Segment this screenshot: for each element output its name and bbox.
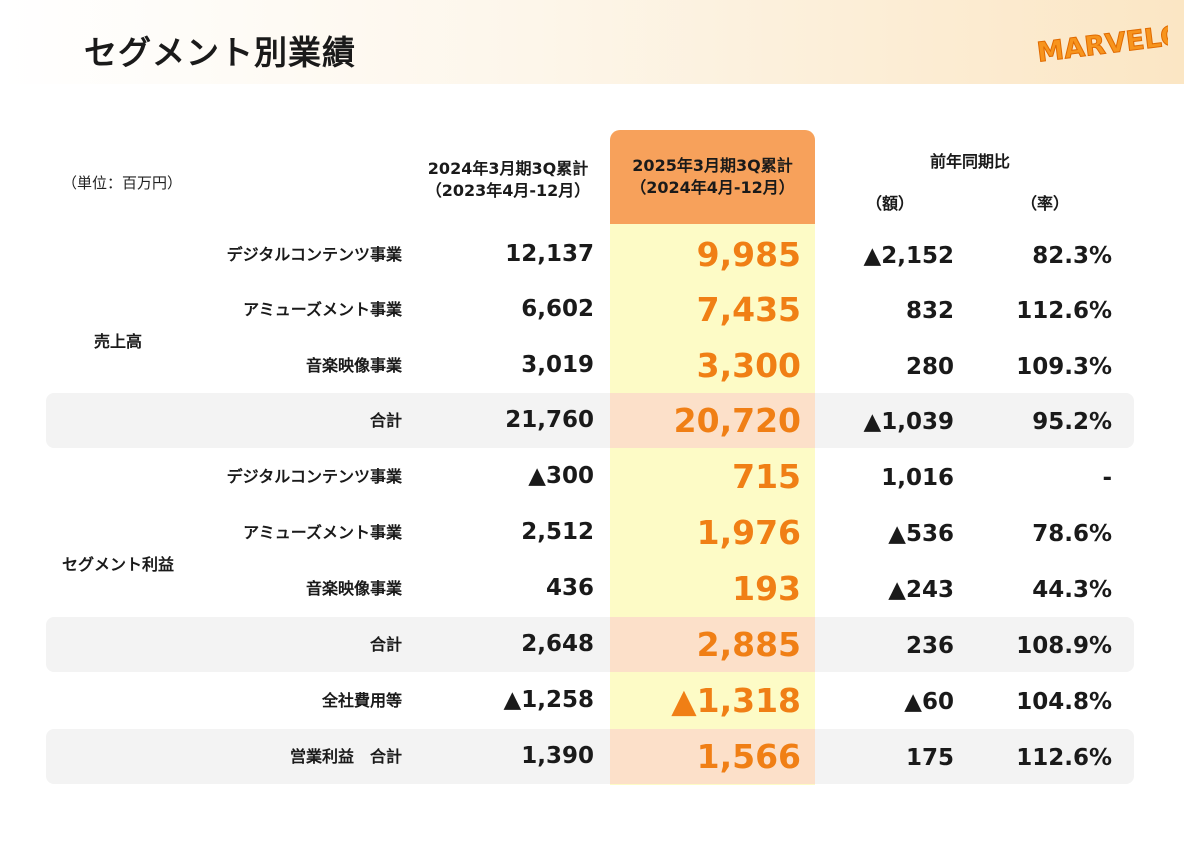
header-yoy: 前年同期比 xyxy=(929,152,1010,171)
row-yoy-amount: ▲243 xyxy=(888,577,954,603)
row-prev-value: 6,602 xyxy=(521,296,594,322)
row-label: 音楽映像事業 xyxy=(305,356,402,375)
operating-profit-band-highlight xyxy=(610,729,815,784)
table-row: 音楽映像事業 3,019 3,300 280 109.3% xyxy=(0,338,1184,393)
table-row: アミューズメント事業 6,602 7,435 832 112.6% xyxy=(0,282,1184,337)
row-yoy-amount: 1,016 xyxy=(881,465,954,491)
row-yoy-rate: - xyxy=(1102,465,1112,491)
row-label: デジタルコンテンツ事業 xyxy=(226,467,402,486)
header-prev-period: 2024年3月期3Q累計 （2023年4月-12月） xyxy=(408,158,608,202)
row-prev-value: 21,760 xyxy=(505,407,594,433)
segment-total-band-highlight xyxy=(610,617,815,672)
header-amount: （額） xyxy=(865,194,914,213)
table-row: デジタルコンテンツ事業 ▲300 715 1,016 - xyxy=(0,449,1184,504)
row-yoy-rate: 108.9% xyxy=(1016,633,1112,659)
row-yoy-amount: 175 xyxy=(905,745,954,771)
row-label: 音楽映像事業 xyxy=(305,579,402,598)
row-label: 営業利益 合計 xyxy=(289,747,402,766)
row-label: 合計 xyxy=(369,411,402,430)
header-curr-line2: （2024年4月-12月） xyxy=(630,178,795,197)
header-curr-line1: 2025年3月期3Q累計 xyxy=(632,156,793,175)
table-row-total: 合計 21,760 20,720 ▲1,039 95.2% xyxy=(0,393,1184,448)
row-prev-value: 1,390 xyxy=(521,743,594,769)
row-yoy-rate: 109.3% xyxy=(1016,354,1112,380)
row-prev-value: 2,512 xyxy=(521,519,594,545)
row-curr-value: 1,976 xyxy=(696,513,801,552)
row-yoy-amount: 832 xyxy=(905,298,954,324)
row-curr-value: 715 xyxy=(732,457,801,496)
row-prev-value: ▲300 xyxy=(528,463,594,489)
marvelous-logo: MARVELOUS! xyxy=(1035,13,1168,69)
group-label-segment-profit: セグメント利益 xyxy=(62,555,175,574)
current-period-column xyxy=(610,130,815,785)
row-prev-value: 3,019 xyxy=(521,352,594,378)
header-band xyxy=(0,0,1184,84)
row-curr-value: ▲1,318 xyxy=(671,681,801,720)
group-label-sales: 売上高 xyxy=(94,332,143,351)
row-yoy-rate: 78.6% xyxy=(1032,521,1112,547)
row-curr-value: 193 xyxy=(732,569,801,608)
row-yoy-rate: 44.3% xyxy=(1032,577,1112,603)
row-curr-value: 20,720 xyxy=(673,401,801,440)
row-curr-value: 7,435 xyxy=(696,290,801,329)
header-current-period: 2025年3月期3Q累計 （2024年4月-12月） xyxy=(610,130,815,224)
row-prev-value: 2,648 xyxy=(521,631,594,657)
row-yoy-amount: ▲2,152 xyxy=(863,243,954,269)
table-row: デジタルコンテンツ事業 12,137 9,985 ▲2,152 82.3% xyxy=(0,227,1184,282)
row-yoy-rate: 95.2% xyxy=(1032,409,1112,435)
row-yoy-amount: ▲536 xyxy=(888,521,954,547)
row-yoy-rate: 104.8% xyxy=(1016,689,1112,715)
row-prev-value: 436 xyxy=(545,575,594,601)
table-row-total: 合計 2,648 2,885 236 108.9% xyxy=(0,617,1184,672)
row-curr-value: 3,300 xyxy=(696,346,801,385)
header-prev-line1: 2024年3月期3Q累計 xyxy=(427,159,589,178)
row-yoy-rate: 82.3% xyxy=(1032,243,1112,269)
row-yoy-amount: ▲60 xyxy=(904,689,954,715)
row-prev-value: ▲1,258 xyxy=(503,687,594,713)
logo-text: MARVELOUS! xyxy=(1035,13,1168,68)
row-label: 全社費用等 xyxy=(321,691,402,710)
row-curr-value: 9,985 xyxy=(696,235,801,274)
row-yoy-amount: 236 xyxy=(905,633,954,659)
row-prev-value: 12,137 xyxy=(505,241,594,267)
row-yoy-amount: 280 xyxy=(905,354,954,380)
operating-profit-band xyxy=(46,729,1134,784)
row-yoy-amount: ▲1,039 xyxy=(863,409,954,435)
row-yoy-rate: 112.6% xyxy=(1016,298,1112,324)
sales-total-band-highlight xyxy=(610,393,815,448)
row-yoy-rate: 112.6% xyxy=(1016,745,1112,771)
segment-total-band xyxy=(46,617,1134,672)
row-label: 合計 xyxy=(369,635,402,654)
unit-label: （単位：百万円） xyxy=(62,174,183,192)
row-label: アミューズメント事業 xyxy=(243,300,402,319)
row-curr-value: 2,885 xyxy=(696,625,801,664)
row-curr-value: 1,566 xyxy=(696,737,801,776)
row-label: デジタルコンテンツ事業 xyxy=(226,245,402,264)
table-row: 音楽映像事業 436 193 ▲243 44.3% xyxy=(0,561,1184,616)
row-label: アミューズメント事業 xyxy=(243,523,402,542)
header-prev-line2: （2023年4月-12月） xyxy=(425,181,591,200)
sales-total-band xyxy=(46,393,1134,448)
table-row: 全社費用等 ▲1,258 ▲1,318 ▲60 104.8% xyxy=(0,673,1184,728)
table-row-total: 営業利益 合計 1,390 1,566 175 112.6% xyxy=(0,729,1184,784)
table-row: アミューズメント事業 2,512 1,976 ▲536 78.6% xyxy=(0,505,1184,560)
page-title: セグメント別業績 xyxy=(84,33,356,72)
header-rate: （率） xyxy=(1020,194,1069,213)
